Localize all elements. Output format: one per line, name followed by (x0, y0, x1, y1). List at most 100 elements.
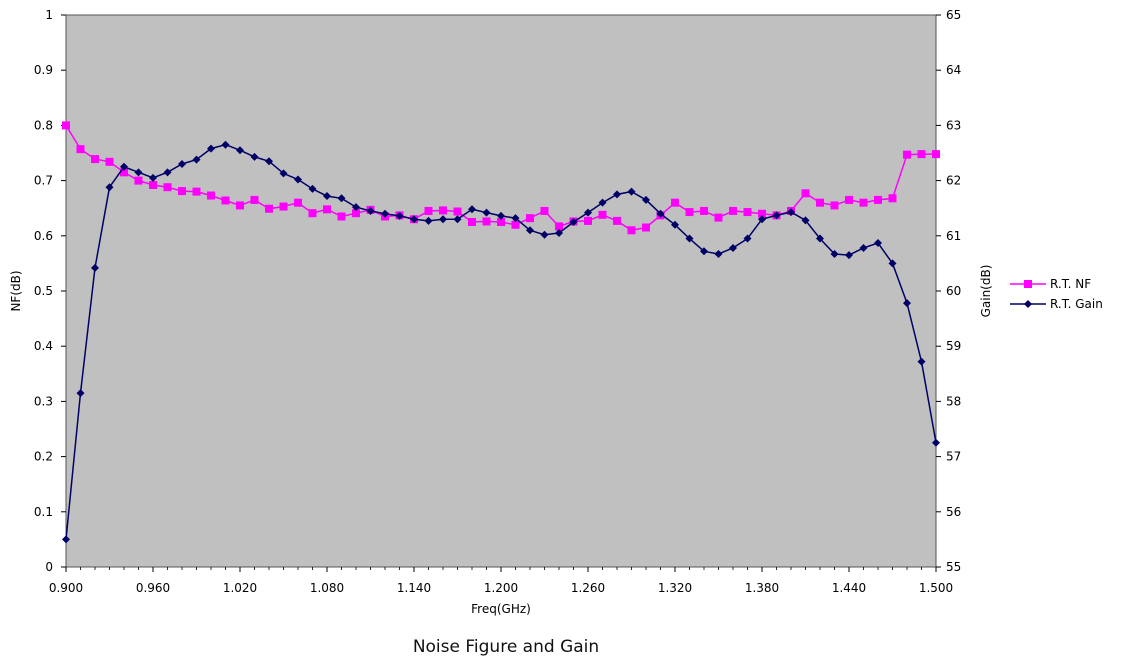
nf-point (729, 206, 737, 215)
nf-point (526, 214, 534, 223)
nf-point (482, 217, 491, 226)
nf-point (859, 198, 868, 207)
left-tick-label: 0.8 (34, 118, 53, 132)
gain-point (221, 140, 230, 149)
left-axis-ticks: 0 0.1 0.2 0.3 0.4 0.5 0.6 0.7 0.8 0.9 1 (34, 8, 66, 574)
nf-point (830, 201, 839, 210)
gain-point (134, 168, 143, 177)
legend-marker (1024, 280, 1032, 288)
nf-point (627, 226, 636, 235)
gain-point (729, 243, 737, 252)
legend: R.T. NF R.T. Gain (1010, 277, 1103, 311)
nf-point (424, 206, 433, 215)
gain-point (700, 247, 708, 256)
x-tick-label: 1.260 (571, 581, 605, 595)
gain-point (76, 389, 85, 398)
gain-point (598, 198, 607, 207)
gain-point (453, 215, 462, 224)
x-axis-ticks: 0.900 0.960 1.020 1.080 1.140 1.200 1.260 1.320… (49, 567, 953, 595)
x-axis-title: Freq(GHz) (471, 602, 531, 616)
nf-point (671, 198, 679, 207)
nf-point (134, 176, 143, 185)
gain-point (888, 259, 897, 268)
nf-point (816, 198, 824, 207)
nf-point (439, 206, 447, 215)
gain-point (91, 263, 99, 272)
x-tick-label: 1.440 (832, 581, 866, 595)
right-tick-label: 57 (946, 450, 961, 464)
left-tick-label: 0.5 (34, 284, 53, 298)
gain-point (178, 160, 186, 169)
gain-point (772, 211, 781, 220)
series-layer (62, 121, 940, 544)
nf-point (888, 194, 897, 203)
gain-point (932, 438, 940, 447)
gain-point (265, 157, 273, 166)
gain-point (613, 190, 621, 199)
gain-point (685, 234, 694, 243)
left-tick-label: 0.4 (34, 339, 53, 353)
nf-point (352, 209, 360, 218)
nf-point (714, 213, 723, 222)
nf-point (511, 220, 520, 229)
nf-point (598, 210, 607, 219)
left-tick-label: 0.6 (34, 229, 53, 243)
gain-point (497, 211, 505, 220)
nf-point (874, 195, 882, 204)
gain-point (874, 238, 882, 247)
nf-point (178, 187, 186, 196)
gain-point (294, 175, 302, 184)
nf-point (149, 181, 157, 190)
x-tick-label: 1.020 (223, 581, 257, 595)
left-tick-label: 0.2 (34, 450, 53, 464)
left-axis-title: NF(dB) (9, 270, 23, 311)
nf-point (120, 168, 128, 177)
nf-point (337, 212, 346, 221)
nf-point (250, 195, 259, 204)
gain-point (192, 155, 201, 164)
gain-point (468, 205, 476, 214)
gain-point (569, 218, 578, 226)
gain-point (366, 206, 375, 215)
noise-gain-chart: 0 0.1 0.2 0.3 0.4 0.5 0.6 0.7 0.8 0.9 1 55 56 57 58 59… (9, 8, 1103, 616)
right-tick-label: 63 (946, 118, 961, 132)
left-tick-label: 0.7 (34, 174, 53, 188)
gain-point (395, 211, 404, 220)
nf-point (163, 183, 172, 192)
nf-point (192, 187, 201, 196)
left-tick-label: 0 (45, 560, 53, 574)
right-axis-ticks: 55 56 57 58 59 60 61 62 63 64 65 (936, 8, 961, 574)
x-tick-label: 1.140 (397, 581, 431, 595)
nf-point (221, 196, 230, 205)
nf-point (845, 195, 853, 204)
nf-point (207, 191, 215, 200)
nf-point (540, 206, 549, 215)
nf-point (453, 207, 462, 216)
left-tick-label: 0.3 (34, 394, 53, 408)
nf-point (91, 155, 99, 164)
gain-point (627, 187, 636, 196)
right-tick-label: 56 (946, 505, 961, 519)
gain-point (323, 192, 331, 201)
gain-point (743, 234, 752, 243)
gain-point (540, 230, 549, 239)
x-tick-label: 1.500 (919, 581, 953, 595)
gain-point (671, 220, 679, 229)
gain-point (787, 208, 795, 217)
x-tick-label: 1.320 (658, 581, 692, 595)
figure-caption: Noise Figure and Gain (412, 637, 600, 657)
nf-point (917, 150, 926, 159)
nf-point (801, 189, 810, 198)
nf-point (497, 218, 505, 226)
left-tick-label: 1 (45, 8, 53, 22)
gain-point (845, 251, 853, 260)
nf-point (294, 198, 302, 207)
gain-point (105, 183, 114, 192)
nf-point (685, 208, 694, 217)
left-tick-label: 0.1 (34, 505, 53, 519)
nf-point (932, 150, 940, 159)
plot-area (65, 14, 937, 568)
gain-point (859, 243, 868, 252)
legend-label: R.T. NF (1050, 277, 1091, 291)
gain-point (584, 208, 592, 217)
